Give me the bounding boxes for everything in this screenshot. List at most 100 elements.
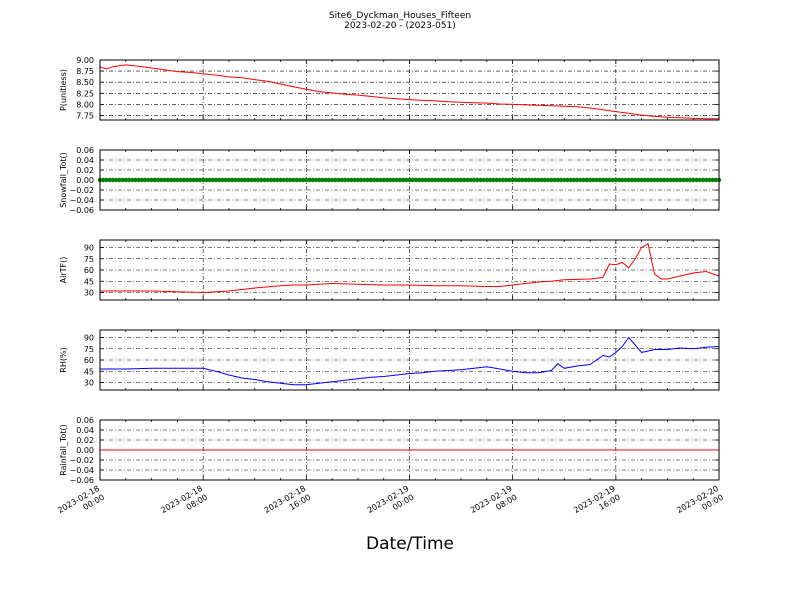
series-marker bbox=[284, 177, 290, 183]
series-marker bbox=[471, 177, 477, 183]
series-marker bbox=[317, 177, 322, 183]
series-marker bbox=[278, 177, 283, 183]
series-marker bbox=[674, 177, 680, 183]
series-marker bbox=[439, 177, 444, 183]
y-tick-label: 0.02 bbox=[76, 436, 94, 445]
series-marker bbox=[146, 177, 151, 183]
series-marker bbox=[181, 177, 186, 183]
series-marker bbox=[304, 177, 309, 183]
series-marker bbox=[649, 177, 654, 183]
series-marker bbox=[407, 177, 412, 183]
series-marker bbox=[142, 177, 148, 183]
series-marker bbox=[465, 177, 470, 183]
series-marker bbox=[323, 177, 328, 183]
series-marker bbox=[616, 177, 622, 183]
series-marker bbox=[691, 177, 696, 183]
series-marker bbox=[104, 177, 109, 183]
y-tick-label: 0.04 bbox=[76, 156, 94, 165]
series-marker bbox=[400, 177, 406, 183]
series-marker bbox=[504, 177, 509, 183]
series-marker bbox=[107, 177, 112, 183]
y-tick-label: −0.02 bbox=[69, 456, 94, 465]
series-marker bbox=[297, 177, 303, 183]
series-marker bbox=[329, 177, 335, 183]
series-marker bbox=[549, 177, 554, 183]
series-marker bbox=[384, 177, 390, 183]
series-marker bbox=[462, 177, 467, 183]
series-marker bbox=[694, 177, 699, 183]
series-marker bbox=[381, 177, 386, 183]
series-marker bbox=[545, 177, 551, 183]
panel-1: 7.75 8.00 8.25 8.50 8.75 9.00 P(unitless) bbox=[59, 56, 720, 121]
series-marker bbox=[291, 177, 296, 183]
series-marker bbox=[455, 177, 461, 183]
series-marker bbox=[294, 177, 299, 183]
series-marker bbox=[130, 177, 135, 183]
series-marker bbox=[307, 177, 312, 183]
series-marker bbox=[539, 177, 544, 183]
series-marker bbox=[342, 177, 348, 183]
panel-frame bbox=[99, 419, 720, 481]
series-marker bbox=[526, 177, 531, 183]
y-tick-label: 90 bbox=[84, 334, 94, 343]
series-marker bbox=[101, 177, 106, 183]
series-marker bbox=[226, 177, 232, 183]
chart-subtitle: 2023-02-20 - (2023-051) bbox=[344, 21, 456, 31]
series-marker bbox=[365, 177, 370, 183]
series-marker bbox=[652, 177, 657, 183]
series-marker bbox=[481, 177, 486, 183]
series-marker bbox=[162, 177, 167, 183]
series-marker bbox=[265, 177, 270, 183]
series-marker bbox=[378, 177, 383, 183]
series-marker bbox=[139, 177, 145, 183]
series-marker bbox=[449, 177, 454, 183]
series-marker bbox=[558, 177, 564, 183]
series-marker bbox=[371, 177, 377, 183]
series-marker bbox=[494, 177, 499, 183]
panel-frame bbox=[99, 149, 720, 211]
series-marker bbox=[697, 177, 702, 183]
series-marker bbox=[126, 177, 132, 183]
series-marker bbox=[642, 177, 647, 183]
series-marker bbox=[259, 177, 264, 183]
series-marker bbox=[417, 177, 422, 183]
series-marker bbox=[423, 177, 428, 183]
series-marker bbox=[597, 177, 602, 183]
series-marker bbox=[484, 177, 490, 183]
y-tick-label: 8.25 bbox=[76, 89, 94, 98]
series-marker bbox=[552, 177, 557, 183]
y-tick-label: 0.04 bbox=[76, 426, 94, 435]
series-marker bbox=[658, 177, 664, 183]
series-marker bbox=[239, 177, 245, 183]
y-tick-label: 75 bbox=[84, 255, 94, 264]
series-marker bbox=[668, 177, 673, 183]
y-tick-label: 30 bbox=[84, 289, 94, 298]
series-marker bbox=[533, 177, 538, 183]
series-marker bbox=[362, 177, 367, 183]
series-marker bbox=[252, 177, 257, 183]
series-marker bbox=[536, 177, 541, 183]
series-marker bbox=[633, 177, 638, 183]
series-marker bbox=[555, 177, 560, 183]
series-marker bbox=[313, 177, 319, 183]
series-marker bbox=[436, 177, 441, 183]
series-marker bbox=[578, 177, 583, 183]
series-marker bbox=[710, 177, 715, 183]
y-tick-label: −0.04 bbox=[69, 466, 94, 475]
series-marker bbox=[123, 177, 128, 183]
series-marker bbox=[310, 177, 315, 183]
series-marker bbox=[155, 177, 161, 183]
series-marker bbox=[368, 177, 373, 183]
y-tick-label: 60 bbox=[84, 356, 94, 365]
series-marker bbox=[336, 177, 341, 183]
series-line bbox=[100, 243, 720, 294]
series-marker bbox=[591, 177, 596, 183]
series-marker bbox=[610, 177, 615, 183]
series-marker bbox=[194, 177, 199, 183]
series-marker bbox=[217, 177, 222, 183]
series-marker bbox=[607, 177, 612, 183]
series-marker bbox=[117, 177, 122, 183]
series-marker bbox=[352, 177, 357, 183]
series-line bbox=[100, 336, 720, 386]
